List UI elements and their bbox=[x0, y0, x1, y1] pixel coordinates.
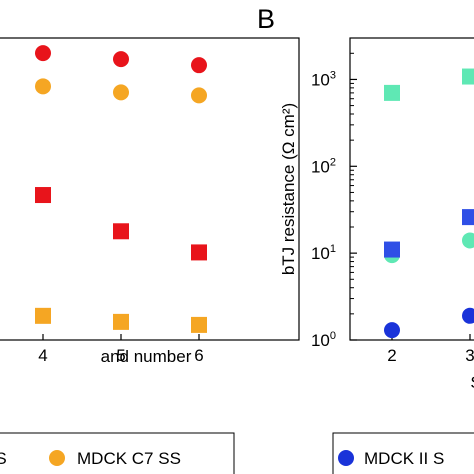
panel-a-point bbox=[191, 316, 207, 333]
panel-a: 4 5 6 and number S n MDCK C7 SSMDCK C7 dyn bbox=[0, 37, 300, 474]
panel-a-point bbox=[113, 84, 129, 101]
panel-b-y-axis-label: bTJ resistance (Ω cm²) bbox=[279, 103, 298, 275]
panel-a-legend-frame bbox=[0, 432, 235, 474]
panel-b-legend-marker bbox=[338, 450, 354, 466]
panel-a-x-tick-label: 4 bbox=[38, 346, 47, 365]
panel-a-point bbox=[191, 87, 207, 104]
panel-b-point bbox=[462, 68, 474, 85]
panel-a-point bbox=[35, 307, 51, 324]
panel-b-x-tick-label: 2 bbox=[387, 346, 396, 365]
panel-b-point bbox=[462, 307, 474, 324]
panel-b-point bbox=[384, 241, 400, 258]
panel-a-x-ticks: 4 5 6 bbox=[38, 334, 204, 365]
panel-b-legend-label: MDCK II S bbox=[364, 449, 444, 468]
panel-b-point bbox=[384, 84, 400, 101]
panel-b-y-tick-label: 102 bbox=[311, 156, 336, 176]
panel-a-legend-fragment-1: S bbox=[0, 449, 7, 468]
panel-b-marks bbox=[384, 68, 474, 339]
panel-b-y-tick-label: 103 bbox=[311, 69, 336, 89]
panel-b-plot-frame bbox=[349, 37, 474, 341]
panel-a-legend-entries: MDCK C7 SSMDCK C7 dyn bbox=[49, 449, 181, 468]
panel-b-x-tick-label: 3 bbox=[465, 346, 474, 365]
panel-a-x-axis-label: and number bbox=[101, 347, 192, 366]
panel-b-legend-frame bbox=[332, 432, 474, 474]
panel-b-x-axis-label: S bbox=[470, 373, 474, 392]
panel-a-point bbox=[35, 78, 51, 95]
panel-a-point bbox=[113, 51, 129, 68]
panel-b-y-tick-label: 101 bbox=[311, 243, 336, 263]
panel-a-x-tick-label: 5 bbox=[116, 346, 125, 365]
panel-a-point bbox=[113, 223, 129, 240]
panel-a-point bbox=[113, 313, 129, 330]
panel-a-point bbox=[35, 45, 51, 62]
panel-a-legend-label: MDCK C7 SS bbox=[77, 449, 181, 468]
panel-b-y-ticks: 100 101 102 103 bbox=[311, 37, 357, 350]
panel-a-point bbox=[35, 187, 51, 204]
panel-a-marks bbox=[35, 45, 207, 333]
panel-b-point bbox=[462, 232, 474, 249]
panel-a-legend-marker bbox=[49, 450, 65, 466]
panel-a-plot-frame bbox=[0, 37, 300, 341]
panel-b-point bbox=[462, 209, 474, 226]
panel-a-legend: S n MDCK C7 SSMDCK C7 dyn bbox=[0, 432, 235, 474]
panel-a-point bbox=[191, 244, 207, 261]
panel-b-y-tick-label: 100 bbox=[311, 330, 336, 350]
panel-a-point bbox=[191, 57, 207, 74]
panel-b-point bbox=[384, 322, 400, 339]
panel-a-x-tick-label: 6 bbox=[194, 346, 203, 365]
panel-b-label: B bbox=[257, 4, 275, 34]
